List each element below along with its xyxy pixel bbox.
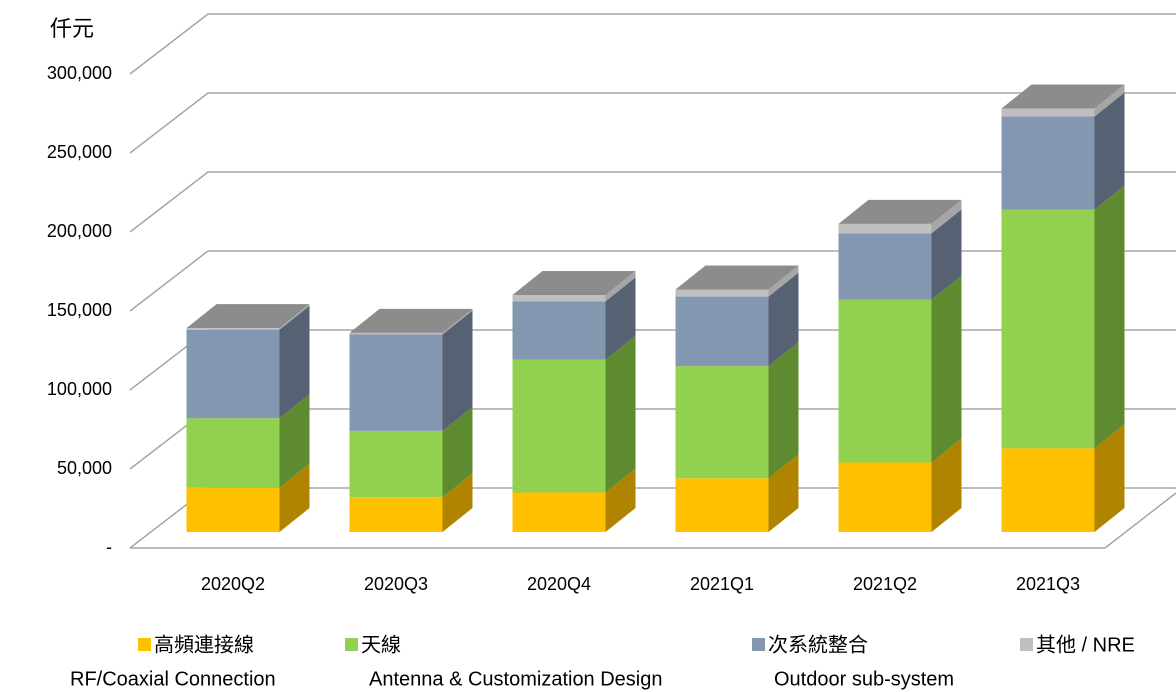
floor-edge xyxy=(1104,492,1176,549)
y-tick-label: 150,000 xyxy=(47,300,112,320)
bar-side xyxy=(768,454,799,532)
bar-segment xyxy=(675,366,769,479)
bar-side xyxy=(768,272,799,367)
bar-side xyxy=(279,305,310,419)
y-tick-label: 100,000 xyxy=(47,379,112,399)
bar-side xyxy=(279,394,310,488)
bar-segment xyxy=(838,462,932,532)
legend-swatch xyxy=(1020,638,1033,651)
bar-side xyxy=(442,473,473,532)
legend-label: 高頻連接線 xyxy=(154,633,254,656)
bar-segment xyxy=(349,430,443,498)
bar-segment xyxy=(512,301,606,360)
x-tick-label: 2021Q3 xyxy=(1016,574,1080,594)
bar-side xyxy=(768,265,799,297)
grid-line xyxy=(129,92,1176,154)
bar-side xyxy=(605,335,636,493)
bar-segment xyxy=(186,418,280,488)
bar-side xyxy=(931,438,962,532)
bar-side xyxy=(1094,92,1125,210)
legend-label: 天線 xyxy=(361,633,401,656)
bar-side xyxy=(1094,424,1125,532)
legend-label: 其他 / NRE xyxy=(1036,633,1135,656)
grid-line xyxy=(129,13,1176,75)
bar-segment xyxy=(675,478,769,532)
bar-side xyxy=(1094,185,1125,449)
bar-side xyxy=(931,199,962,234)
legend-sublabel: RF/Coaxial Connection xyxy=(70,668,276,690)
bar-side xyxy=(605,277,636,360)
bar-segment xyxy=(186,487,280,532)
y-tick-label: 250,000 xyxy=(47,142,112,162)
bar-side xyxy=(605,468,636,532)
bar-segment xyxy=(186,328,280,330)
legend-label: 次系統整合 xyxy=(768,633,868,656)
bar-segment xyxy=(675,289,769,297)
bar-side xyxy=(768,342,799,479)
bar-side xyxy=(442,308,473,335)
bar-segment xyxy=(349,332,443,335)
bar-top xyxy=(512,271,636,295)
bar-segment xyxy=(1001,448,1095,532)
bar-segment xyxy=(349,497,443,532)
bar-top xyxy=(186,304,310,329)
bar-segment xyxy=(1001,116,1095,210)
legend-sublabel: Antenna & Customization Design xyxy=(369,668,663,690)
bar-side xyxy=(442,406,473,498)
bar-side xyxy=(279,304,310,330)
bar-side xyxy=(442,310,473,431)
bar-segment xyxy=(838,233,932,300)
y-tick-label: - xyxy=(106,537,112,557)
bar-segment xyxy=(838,299,932,463)
legend-swatch xyxy=(752,638,765,651)
bar-segment xyxy=(349,334,443,431)
grid-line xyxy=(129,171,1176,233)
x-tick-label: 2021Q2 xyxy=(853,574,917,594)
bar-side xyxy=(605,271,636,302)
bar-segment xyxy=(512,492,606,532)
y-tick-label: 50,000 xyxy=(57,458,112,478)
bar-segment xyxy=(675,296,769,367)
legend-sublabel: Outdoor sub-system xyxy=(774,668,954,690)
bar-side xyxy=(279,463,310,532)
bar-top xyxy=(838,199,962,224)
y-unit: 仟元 xyxy=(50,16,94,41)
bar-top xyxy=(1001,84,1125,109)
legend-swatch xyxy=(138,638,151,651)
x-tick-label: 2020Q4 xyxy=(527,574,591,594)
bar-segment xyxy=(1001,209,1095,449)
y-tick-label: 200,000 xyxy=(47,221,112,241)
y-tick-label: 300,000 xyxy=(47,63,112,83)
bar-segment xyxy=(512,295,606,302)
bar-top xyxy=(675,265,799,290)
bar-side xyxy=(931,275,962,463)
bar-segment xyxy=(186,329,280,419)
bar-segment xyxy=(838,223,932,234)
x-tick-label: 2020Q3 xyxy=(364,574,428,594)
x-tick-label: 2020Q2 xyxy=(201,574,265,594)
bar-segment xyxy=(1001,108,1095,117)
bar-segment xyxy=(512,359,606,493)
x-tick-label: 2021Q1 xyxy=(690,574,754,594)
bar-side xyxy=(931,209,962,300)
bar-side xyxy=(1094,84,1125,117)
bar-top xyxy=(349,308,473,333)
legend-swatch xyxy=(345,638,358,651)
